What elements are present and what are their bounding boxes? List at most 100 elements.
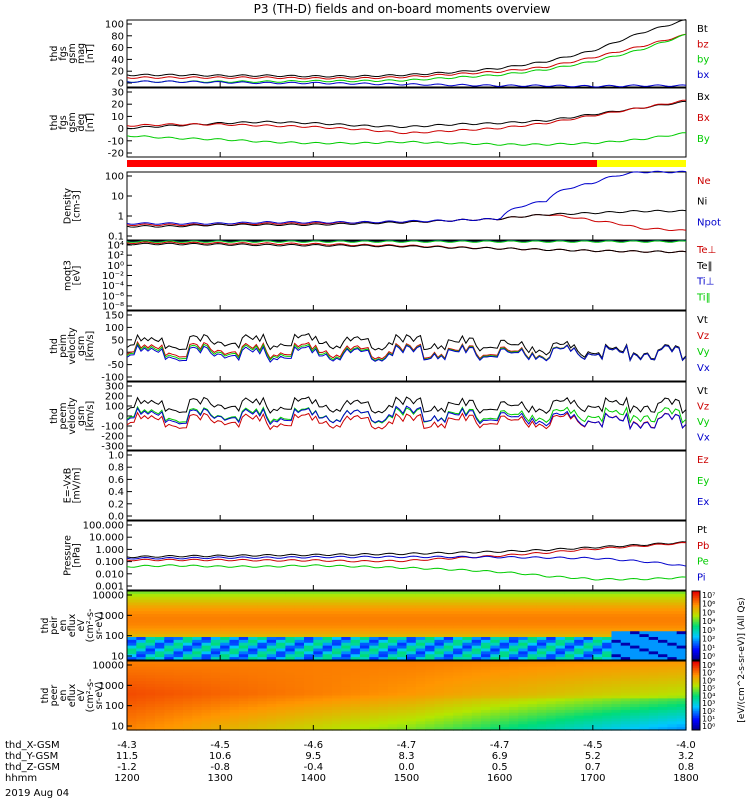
spectrogram-cell xyxy=(611,701,622,705)
x-row-value: 3.2 xyxy=(678,751,694,762)
spectrogram-cell xyxy=(266,727,277,731)
colorbar-segment xyxy=(692,728,700,731)
spectrogram-cell xyxy=(574,707,585,711)
spectrogram-cell xyxy=(304,727,314,731)
spectrogram-cell xyxy=(397,599,408,604)
spectrogram-cell xyxy=(425,619,436,624)
spectrogram-cell xyxy=(145,599,156,604)
spectrogram-cell xyxy=(676,599,687,604)
spectrogram-cell xyxy=(508,599,519,604)
spectrogram-cell xyxy=(331,701,342,705)
spectrogram-cell xyxy=(471,672,482,676)
legend-entry: By xyxy=(697,134,710,145)
spectrogram-cell xyxy=(462,712,473,717)
spectrogram-cell xyxy=(192,707,203,711)
spectrogram-cell xyxy=(648,648,659,652)
spectrogram-cell xyxy=(397,622,408,627)
spectrogram-cell xyxy=(462,608,473,612)
spectrogram-cell xyxy=(294,599,305,604)
spectrogram-cell xyxy=(164,663,175,668)
spectrogram-cell xyxy=(648,591,659,595)
spectrogram-cell xyxy=(574,669,585,674)
spectrogram-cell xyxy=(164,709,175,714)
spectrogram-cell xyxy=(676,591,687,595)
spectrogram-cell xyxy=(592,695,603,699)
spectrogram-cell xyxy=(453,654,463,658)
colorbar-segment xyxy=(692,627,700,630)
spectrogram-cell xyxy=(257,614,268,618)
spectrogram-cell xyxy=(304,661,314,665)
spectrogram-cell xyxy=(611,616,622,621)
spectrogram-cell xyxy=(173,669,184,674)
spectrogram-cell xyxy=(667,634,678,638)
spectrogram-cell xyxy=(164,599,175,604)
spectrogram-cell xyxy=(285,686,296,691)
spectrogram-cell xyxy=(425,611,436,615)
spectrogram-cell xyxy=(164,596,175,601)
spectrogram-cell xyxy=(406,727,417,731)
spectrogram-cell xyxy=(602,611,613,615)
spectrogram-cell xyxy=(630,642,641,647)
series-line-Vx xyxy=(126,405,687,431)
spectrogram-cell xyxy=(173,642,184,647)
spectrogram-cell xyxy=(276,608,286,612)
colorbar-segment xyxy=(692,623,700,626)
spectrogram-cell xyxy=(471,669,482,674)
spectrogram-cell xyxy=(248,622,259,627)
spectrogram-cell xyxy=(481,701,491,705)
spectrogram-cell xyxy=(369,611,380,615)
spectrogram-cell xyxy=(331,622,342,627)
spectrogram-cell xyxy=(508,619,519,624)
spectrogram-cell xyxy=(164,715,175,720)
spectrogram-cell xyxy=(350,639,361,644)
spectrogram-cell xyxy=(341,628,352,632)
spectrogram-cell xyxy=(266,684,277,688)
spectrogram-cell xyxy=(210,639,221,644)
spectrogram-cell xyxy=(443,608,454,612)
spectrogram-cell xyxy=(527,654,538,658)
spectrogram-cell xyxy=(248,704,259,708)
spectrogram-cell xyxy=(378,596,389,601)
spectrogram-cell xyxy=(369,657,380,661)
spectrogram-cell xyxy=(192,651,203,655)
spectrogram-cell xyxy=(350,724,361,728)
spectrogram-cell xyxy=(313,625,324,629)
spectrogram-cell xyxy=(415,591,426,595)
spectrogram-cell xyxy=(331,611,342,615)
spectrogram-cell xyxy=(583,686,594,691)
spectrogram-cell xyxy=(518,707,529,711)
spectrogram-cell xyxy=(322,681,333,685)
colorbar-segment xyxy=(692,723,700,726)
spectrogram-cell xyxy=(145,675,156,679)
spectrogram-cell xyxy=(294,639,305,644)
spectrogram-cell xyxy=(602,709,613,714)
spectrogram-cell xyxy=(238,663,249,668)
spectrogram-cell xyxy=(331,591,342,595)
spectrogram-cell xyxy=(145,689,156,694)
spectrogram-cell xyxy=(164,608,175,612)
spectrogram-cell xyxy=(676,672,687,676)
spectrogram-cell xyxy=(658,698,668,702)
spectrogram-cell xyxy=(425,651,436,655)
spectrogram-cell xyxy=(341,614,352,618)
spectrogram-cell xyxy=(285,675,296,679)
spectrogram-cell xyxy=(322,596,333,601)
spectrogram-cell xyxy=(658,608,668,612)
spectrogram-cell xyxy=(555,605,566,609)
spectrogram-cell xyxy=(471,648,482,652)
spectrogram-cell xyxy=(443,663,454,668)
x-row-value: -1.2 xyxy=(117,762,137,773)
spectrogram-cell xyxy=(127,712,137,717)
spectrogram-cell xyxy=(210,718,221,722)
spectrogram-cell xyxy=(676,628,687,632)
spectrogram-cell xyxy=(350,686,361,691)
spectrogram-cell xyxy=(304,675,314,679)
colorbar-tick-label: 10⁷ xyxy=(702,591,715,600)
spectrogram-cell xyxy=(359,724,370,728)
spectrogram-cell xyxy=(192,709,203,714)
spectrogram-cell xyxy=(387,686,398,691)
spectrogram-cell xyxy=(583,721,594,725)
spectrogram-cell xyxy=(630,709,641,714)
spectrogram-cell xyxy=(462,669,473,674)
spectrogram-cell xyxy=(294,686,305,691)
